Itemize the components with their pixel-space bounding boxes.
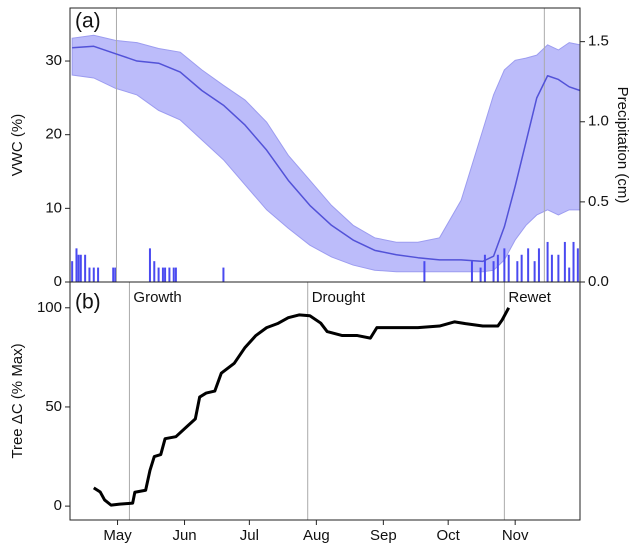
precip-bar (479, 267, 482, 282)
precip-bar (88, 267, 91, 282)
y2-tick-label: 1.0 (588, 113, 609, 130)
precip-bar (503, 248, 506, 282)
precip-bar (112, 267, 115, 282)
precip-bar (507, 254, 510, 282)
x-tick-label: Aug (303, 527, 330, 544)
precip-bar (168, 267, 171, 282)
series-line (72, 45, 581, 263)
period-label: Rewet (508, 289, 551, 306)
y-tick-label: 50 (45, 398, 62, 415)
precip-bar (537, 248, 540, 282)
precip-bar (576, 248, 579, 282)
precip-bar (557, 254, 560, 282)
y2-tick-label: 0.5 (588, 193, 609, 210)
precip-bar (79, 254, 82, 282)
x-tick-label: Jun (172, 527, 196, 544)
precip-bar (527, 248, 530, 282)
range-band (71, 34, 581, 273)
x-tick-label: May (103, 527, 132, 544)
y2-tick-label: 1.5 (588, 33, 609, 50)
precip-bar (470, 261, 473, 282)
precip-bar (114, 267, 117, 282)
precip-bar (483, 254, 486, 282)
precip-bar (148, 248, 151, 282)
x-tick-label: Nov (502, 527, 529, 544)
precip-bar (572, 241, 575, 282)
precip-bar (533, 261, 536, 282)
panel-label: (a) (75, 10, 101, 33)
precip-bar (164, 267, 167, 282)
precip-bar (174, 267, 177, 282)
precip-bar (550, 254, 553, 282)
y-axis-label: Tree ΔC (% Max) (9, 343, 26, 458)
precip-bar (161, 267, 164, 282)
precip-bar (172, 267, 175, 282)
precip-bar (71, 261, 74, 282)
precip-bar (84, 254, 87, 282)
y-tick-label: 0 (54, 497, 62, 514)
y-tick-label: 0 (54, 273, 62, 290)
precip-bar (157, 267, 160, 282)
x-tick-label: Oct (437, 527, 461, 544)
x-tick-label: Sep (370, 527, 397, 544)
precip-bar (75, 248, 78, 282)
period-label: Growth (133, 289, 181, 306)
x-tick-label: Jul (240, 527, 259, 544)
precip-bar (496, 254, 499, 282)
y-tick-label: 30 (45, 52, 62, 69)
precip-bar (492, 261, 495, 282)
precip-bar (516, 261, 519, 282)
precip-bar (92, 267, 95, 282)
precip-bar (153, 261, 156, 282)
precip-bar (77, 254, 80, 282)
plot-frame (69, 281, 581, 521)
y-tick-label: 100 (37, 299, 62, 316)
period-label: Drought (312, 289, 366, 306)
precip-bar (563, 241, 566, 282)
precip-bar (222, 267, 225, 282)
precip-bar (423, 261, 426, 282)
precip-bar (520, 254, 523, 282)
series-line (92, 307, 511, 507)
y-tick-label: 20 (45, 126, 62, 143)
y2-tick-label: 0.0 (588, 273, 609, 290)
panel-label: (b) (75, 291, 101, 314)
precip-bar (546, 241, 549, 282)
precip-bar (568, 267, 571, 282)
y-tick-label: 10 (45, 199, 62, 216)
y2-axis-label: Precipitation (cm) (614, 87, 631, 204)
precip-bar (97, 267, 100, 282)
y-axis-label: VWC (%) (9, 114, 26, 177)
